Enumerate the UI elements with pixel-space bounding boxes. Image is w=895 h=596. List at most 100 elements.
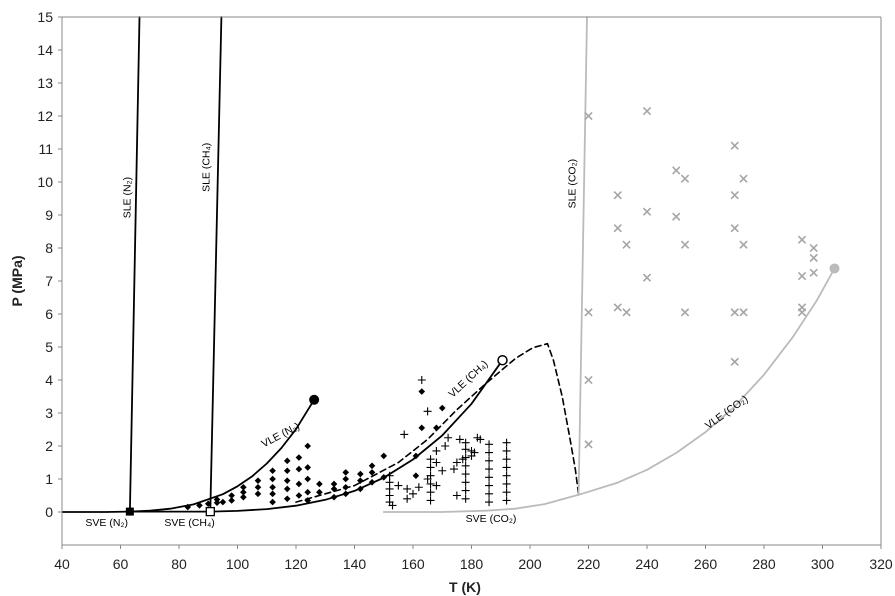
plus-data-point — [400, 430, 409, 439]
plus-data-point — [502, 479, 511, 488]
x-tick-label: 60 — [113, 556, 129, 572]
x-tick-label: 40 — [54, 556, 70, 572]
x-data-point — [584, 111, 593, 121]
diamond-data-point — [283, 477, 291, 484]
plus-data-point — [502, 446, 511, 455]
diamond-data-point — [438, 404, 446, 412]
vle-ch4-curve — [209, 359, 504, 513]
diamond-data-point — [269, 498, 276, 506]
plus-data-point — [444, 433, 453, 442]
x-data-point — [613, 191, 622, 200]
curve-label: SLE (CO₂) — [566, 159, 578, 209]
plus-data-point — [485, 489, 494, 498]
plus-data-point — [438, 466, 447, 475]
diamond-data-point — [380, 452, 388, 460]
y-tick-label: 13 — [37, 75, 53, 91]
plus-data-point — [426, 463, 435, 472]
diamond-data-point — [184, 503, 192, 511]
diamond-data-point — [304, 464, 311, 471]
x-data-point — [739, 240, 748, 249]
diamond-data-point — [342, 490, 350, 498]
diamond-data-point — [295, 480, 303, 488]
plus-data-point — [502, 438, 511, 447]
diamond-data-point — [357, 477, 364, 484]
x-data-point — [739, 174, 748, 183]
x-tick-label: 180 — [460, 556, 484, 572]
x-data-point — [797, 235, 807, 244]
vle-co2-curve — [577, 267, 836, 496]
plus-data-point — [502, 488, 511, 497]
plus-data-point — [423, 407, 432, 416]
x-tick-label: 260 — [694, 556, 718, 572]
plus-data-point — [485, 481, 494, 490]
x-data-point — [730, 141, 739, 150]
plus-data-point — [385, 471, 394, 480]
plus-data-point — [441, 442, 450, 450]
plus-data-point — [394, 481, 403, 490]
curve-label: SVE (CH₄) — [164, 517, 214, 529]
plus-data-point — [476, 435, 485, 444]
diamond-data-point — [368, 479, 376, 486]
plus-data-point — [426, 479, 435, 488]
plus-data-point — [432, 458, 441, 467]
plus-data-point — [417, 376, 426, 384]
x-data-point — [809, 243, 818, 253]
diamond-data-point — [295, 492, 303, 499]
diamond-data-point — [240, 488, 247, 496]
diamond-data-point — [418, 388, 426, 395]
diamond-data-point — [412, 472, 420, 479]
plus-data-point — [432, 481, 441, 490]
x-data-point — [584, 440, 593, 449]
y-tick-label: 11 — [38, 141, 53, 157]
plus-data-point — [426, 455, 435, 464]
diamond-data-point — [254, 490, 262, 498]
diamond-data-point — [357, 470, 364, 478]
y-tick-label: 0 — [45, 504, 53, 520]
x-data-point — [680, 174, 690, 183]
x-data-point — [584, 375, 593, 385]
diamond-data-point — [330, 480, 338, 488]
curve-label: SLE (CH₄) — [201, 143, 213, 192]
plus-data-point — [502, 463, 511, 472]
diamond-data-point — [368, 462, 376, 470]
vle-n2-curve — [128, 398, 316, 513]
diamond-data-point — [254, 483, 262, 491]
diamond-data-point — [304, 488, 311, 496]
plus-data-point — [449, 465, 458, 474]
plus-data-point — [452, 458, 461, 467]
plus-data-point — [461, 438, 470, 447]
diamond-data-point — [295, 454, 303, 461]
x-data-point — [613, 303, 622, 312]
diamond-data-point — [342, 483, 350, 491]
plus-data-point — [414, 483, 423, 492]
x-data-point — [613, 224, 622, 233]
diamond-data-point — [269, 467, 276, 475]
diamond-data-point — [330, 485, 338, 493]
plus-data-point — [403, 494, 412, 503]
x-data-point — [730, 357, 739, 367]
y-axis-title: P (MPa) — [9, 255, 25, 306]
diamond-data-point — [304, 497, 311, 504]
x-data-point — [622, 240, 631, 249]
diamond-data-point — [240, 493, 247, 501]
x-data-point — [680, 308, 690, 317]
x-tick-label: 100 — [226, 556, 250, 572]
dashed-envelope-curve — [295, 342, 580, 503]
x-tick-label: 160 — [401, 556, 425, 572]
plus-data-point — [461, 494, 470, 503]
y-tick-label: 9 — [45, 207, 53, 223]
diamond-data-point — [283, 467, 291, 475]
plus-data-point — [426, 488, 435, 497]
x-data-point — [730, 308, 739, 317]
ch4-critical-point-marker — [497, 354, 508, 366]
x-data-point — [642, 273, 652, 282]
plus-data-point — [426, 471, 435, 480]
diamond-data-point — [240, 483, 247, 491]
y-tick-label: 1 — [45, 471, 53, 487]
x-data-point — [584, 308, 593, 317]
x-data-point — [797, 271, 807, 281]
curve-label: SVE (N₂) — [85, 517, 128, 529]
x-data-point — [730, 224, 739, 233]
plus-data-point — [432, 446, 441, 455]
x-tick-label: 200 — [518, 556, 542, 572]
